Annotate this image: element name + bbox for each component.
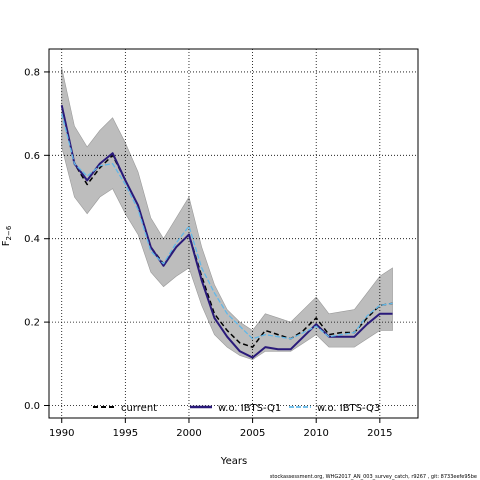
plot-frame bbox=[48, 48, 419, 419]
legend: current w.o. IBTS-Q1 w.o. IBTS-Q3 bbox=[93, 403, 380, 414]
legend-label-0: current bbox=[121, 403, 157, 414]
y-tick-label: 0.4 bbox=[24, 234, 40, 245]
series-line-1 bbox=[60, 105, 393, 359]
x-tick-label: 2010 bbox=[303, 428, 328, 439]
svg-text:F2−6: F2−6 bbox=[1, 225, 13, 246]
y-tick-label: 0.2 bbox=[24, 318, 40, 329]
y-tick-label: 0.6 bbox=[24, 151, 40, 162]
grid-layer bbox=[49, 49, 418, 418]
x-tick-label: 2005 bbox=[240, 428, 265, 439]
y-axis-label-group: F2−6 bbox=[1, 225, 13, 246]
series-line-2 bbox=[61, 113, 393, 340]
x-tick-label: 2015 bbox=[367, 428, 392, 439]
x-tick-label: 1990 bbox=[49, 428, 74, 439]
x-tick-label: 1995 bbox=[113, 428, 138, 439]
x-axis-label: Years bbox=[220, 456, 247, 467]
legend-label-1: w.o. IBTS-Q1 bbox=[218, 403, 281, 414]
confidence-band-layer bbox=[61, 67, 393, 360]
x-tick-label: 2000 bbox=[176, 428, 201, 439]
series-layer bbox=[60, 105, 393, 359]
y-tick-label: 0.0 bbox=[24, 401, 40, 412]
y-axis-label-subscript: 2−6 bbox=[5, 225, 13, 240]
y-axis-label: F bbox=[1, 240, 12, 246]
y-tick-label: 0.8 bbox=[24, 67, 40, 78]
legend-label-2: w.o. IBTS-Q3 bbox=[317, 403, 380, 414]
axis-layer: 1990 1995 2000 2005 2010 2015 0.0 0.2 0.4 0.6 0.8 bbox=[24, 48, 419, 439]
confidence-band bbox=[61, 67, 393, 360]
footer-caption: stockassessment.org, WHG2017_AN_003_surv… bbox=[270, 474, 477, 480]
